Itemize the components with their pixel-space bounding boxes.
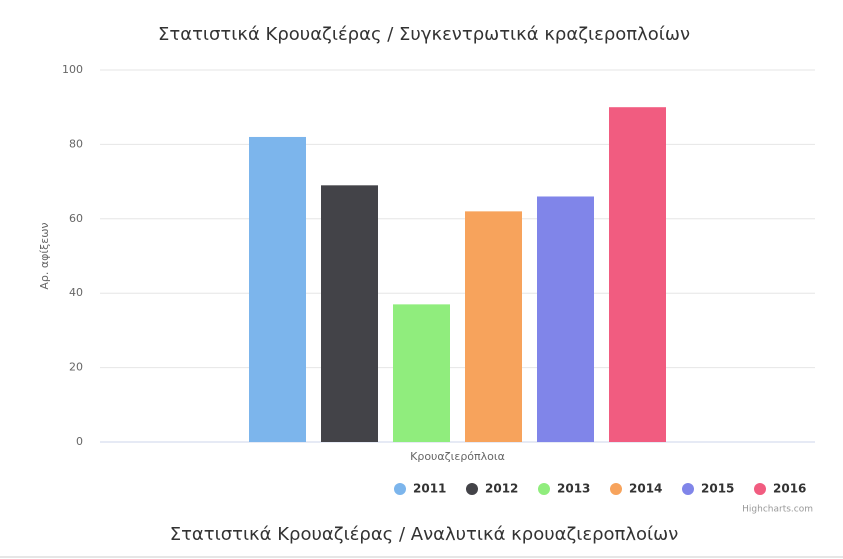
bar [609,107,666,442]
y-tick-label: 100 [62,63,83,76]
legend-marker [466,483,478,495]
legend-marker [394,483,406,495]
section-title: Στατιστικά Κρουαζιέρας / Αναλυτικά κρουα… [170,524,679,545]
legend-marker [610,483,622,495]
bar [393,304,450,442]
legend-label[interactable]: 2016 [773,482,806,496]
legend-label[interactable]: 2014 [629,482,662,496]
y-tick-label: 60 [69,212,83,225]
credits[interactable]: Highcharts.com [742,505,813,515]
bar [249,136,306,442]
legend-label[interactable]: 2011 [413,482,446,496]
x-tick-label: Κρουαζιερόπλοια [410,450,505,463]
legend-marker [538,483,550,495]
legend-label[interactable]: 2015 [701,482,734,496]
bar [321,185,378,442]
y-tick-label: 0 [76,435,83,448]
bar [537,196,594,442]
legend-marker [682,483,694,495]
y-tick-label: 80 [69,137,83,150]
y-tick-label: 40 [69,286,83,299]
y-tick-label: 20 [69,361,83,374]
chart-title: Στατιστικά Κρουαζιέρας / Συγκεντρωτικά κ… [158,24,690,45]
legend-label[interactable]: 2013 [557,482,590,496]
legend-marker [754,483,766,495]
bar [465,211,522,442]
legend-label[interactable]: 2012 [485,482,518,496]
y-axis-title: Αρ. αφίξεων [38,222,51,289]
